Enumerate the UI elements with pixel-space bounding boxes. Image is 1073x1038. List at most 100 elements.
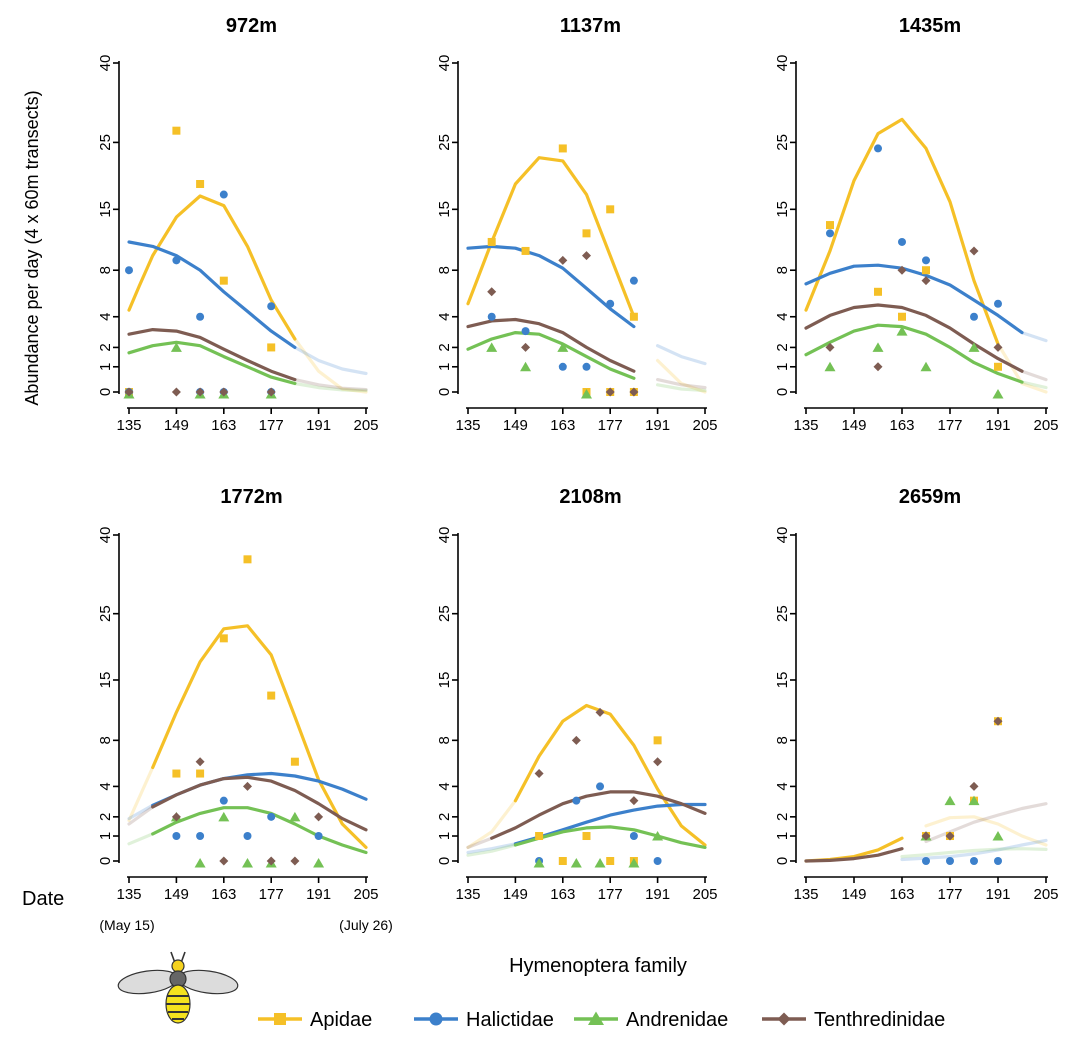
panel-1435m: 1435m 0 1 2 4 8 15 25 40 135 149 163 177 191 205 — [774, 15, 1059, 434]
panel-1137m-halictidae-curve — [466, 244, 636, 329]
panel-2108m-xtick-label: 135 — [455, 886, 480, 903]
panel-1435m-apidae-curve — [804, 117, 1000, 346]
panel-1435m-halictidae-point — [922, 256, 930, 265]
date-note-start: (May 15) — [99, 917, 154, 933]
panel-1137m-xtick-label: 205 — [692, 417, 717, 434]
panel-1137m-andrenidae-point — [486, 342, 498, 352]
panel-1435m-halictidae-curve — [804, 263, 1024, 335]
panel-2108m-title: 2108m — [559, 486, 621, 508]
panel-972m-tenthredinidae-curve-extrapolated — [293, 378, 368, 392]
panel-1772m-halictidae-point — [172, 832, 181, 841]
panel-972m-halictidae-point — [125, 266, 133, 275]
panel-1772m-halictidae-point — [196, 832, 205, 841]
panel-1435m-apidae-point — [922, 266, 930, 275]
panel-2659m-tenthredinidae-point — [945, 831, 955, 841]
panel-1435m-halictidae-point — [874, 144, 882, 153]
panel-972m-halictidae-point — [172, 256, 181, 265]
panel-2108m-andrenidae-point — [533, 858, 545, 868]
panel-972m-ytick-label: 1 — [97, 363, 114, 371]
panel-1772m-tenthredinidae-curve-extrapolated — [127, 805, 155, 826]
panel-972m-andrenidae-curve-extrapolated — [293, 381, 368, 393]
panel-2108m-ytick-label: 25 — [436, 605, 453, 622]
panel-1772m-andrenidae-point — [218, 811, 230, 822]
panel-972m-xtick-label: 205 — [353, 417, 378, 434]
panel-1137m-halictidae-point — [606, 299, 615, 308]
panel-1435m-ytick-label: 8 — [774, 266, 791, 274]
legend-andrenidae: Andrenidae — [574, 1009, 728, 1031]
panel-1772m-andrenidae-point — [242, 858, 253, 868]
panel-972m-andrenidae-curve — [127, 340, 297, 386]
panel-2659m-tenthredinidae-point — [921, 831, 931, 841]
panel-1772m-ytick-label: 8 — [97, 736, 114, 744]
panel-1137m-apidae-point — [521, 246, 530, 255]
panel-2108m-tenthredinidae-point — [534, 769, 544, 779]
panel-2659m-andrenidae-point — [944, 795, 956, 806]
legend-halictidae: Halictidae — [414, 1009, 554, 1031]
panel-1137m-tenthredinidae-point — [629, 387, 639, 397]
panel-2659m-tenthredinidae-point — [993, 716, 1003, 726]
panel-2659m-ytick-label: 40 — [774, 527, 791, 544]
panel-972m-xtick-label: 163 — [211, 417, 236, 434]
panel-1772m-apidae-point — [219, 634, 228, 643]
panel-1772m-apidae-point — [243, 555, 252, 564]
panel-2659m-ytick-label: 0 — [774, 857, 791, 865]
panel-1435m-apidae-point — [898, 312, 906, 321]
panel-2108m-halictidae-point — [596, 782, 605, 791]
panel-2108m-ytick-label: 0 — [436, 857, 453, 865]
panel-972m-ytick-label: 40 — [97, 55, 114, 72]
panel-1772m-ytick-label: 15 — [97, 672, 114, 689]
panel-1772m-tenthredinidae-point — [195, 757, 205, 767]
panel-972m-title: 972m — [226, 15, 277, 37]
panel-1435m-xtick-label: 149 — [841, 417, 866, 434]
panel-1137m-xtick-label: 163 — [550, 417, 575, 434]
panel-1772m-andrenidae-point — [289, 811, 301, 822]
panel-1772m-ytick-label: 25 — [97, 605, 114, 622]
panel-1772m-title: 1772m — [220, 486, 282, 508]
panel-1435m-apidae-point — [826, 221, 834, 230]
panel-2108m-ytick-label: 2 — [436, 813, 453, 821]
panel-2108m-halictidae-point — [653, 857, 662, 865]
panel-2659m-title: 2659m — [899, 486, 961, 508]
panel-1435m-ytick-label: 0 — [774, 388, 791, 396]
legend-tenthredinidae: Tenthredinidae — [762, 1009, 945, 1031]
panel-972m-tenthredinidae-point — [124, 387, 134, 397]
panel-972m-tenthredinidae-point — [266, 387, 276, 397]
panel-2108m-halictidae-curve-extrapolated — [466, 842, 517, 855]
panel-1435m-tenthredinidae-point — [873, 362, 883, 372]
panel-2108m-andrenidae-point — [594, 858, 606, 868]
panel-2659m-xtick-label: 177 — [937, 886, 962, 903]
panel-972m-tenthredinidae-curve — [127, 328, 297, 382]
panel-1772m-halictidae-point — [219, 796, 228, 805]
panel-972m-tenthredinidae-point — [171, 387, 181, 397]
panel-2659m-andrenidae-curve-extrapolated — [900, 847, 1048, 859]
panel-2108m-xtick-label: 149 — [503, 886, 528, 903]
panel-2108m-apidae-point — [558, 857, 567, 865]
panel-972m-tenthredinidae-point — [219, 387, 229, 397]
panel-2659m-halictidae-point — [922, 857, 930, 865]
panel-1435m-halictidae-point — [898, 237, 906, 246]
panel-1772m-xtick-label: 135 — [116, 886, 141, 903]
panel-1435m-tenthredinidae-point — [825, 342, 835, 352]
panel-2108m-ytick-label: 8 — [436, 736, 453, 744]
panel-1435m-halictidae-curve-extrapolated — [1020, 331, 1048, 343]
panel-1772m-tenthredinidae-point — [314, 812, 324, 822]
panel-1772m-tenthredinidae-point — [219, 856, 229, 866]
panel-1772m-ytick-label: 1 — [97, 832, 114, 840]
panel-2108m-ytick-label: 4 — [436, 782, 453, 790]
panel-2108m-apidae-point — [582, 832, 591, 841]
panel-1137m-andrenidae-point — [520, 361, 532, 372]
panel-2108m-tenthredinidae-point — [571, 735, 581, 745]
panel-1435m-tenthredinidae-point — [993, 342, 1003, 352]
panel-1137m-ytick-label: 2 — [436, 343, 453, 351]
legend-tenthredinidae-label: Tenthredinidae — [814, 1009, 945, 1031]
panel-2108m-xtick-label: 177 — [598, 886, 623, 903]
panel-972m-ytick-label: 0 — [97, 388, 114, 396]
panel-1435m-ytick-label: 2 — [774, 343, 791, 351]
panel-1435m-tenthredinidae-point — [897, 265, 907, 275]
panel-1137m-xtick-label: 149 — [503, 417, 528, 434]
panel-1772m-tenthredinidae-point — [290, 856, 300, 866]
panel-1137m-apidae-point — [629, 312, 638, 321]
panel-1435m-title: 1435m — [899, 15, 961, 37]
